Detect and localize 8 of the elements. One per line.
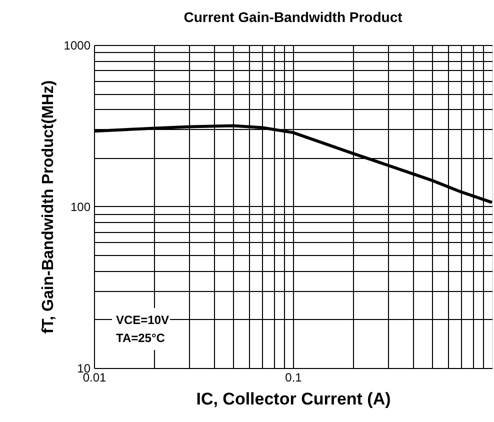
chart-title: Current Gain-Bandwidth Product [184,9,403,25]
annotation: VCE=10V [116,313,170,327]
y-axis-title: fT, Gain-Bandwidth Product(MHz) [40,80,57,334]
y-tick-label: 100 [70,200,91,214]
y-tick-label: 1000 [64,38,91,52]
annotation: TA=25°C [116,331,166,345]
x-axis-title: IC, Collector Current (A) [196,390,391,408]
x-tick-label: 0.1 [285,370,302,384]
